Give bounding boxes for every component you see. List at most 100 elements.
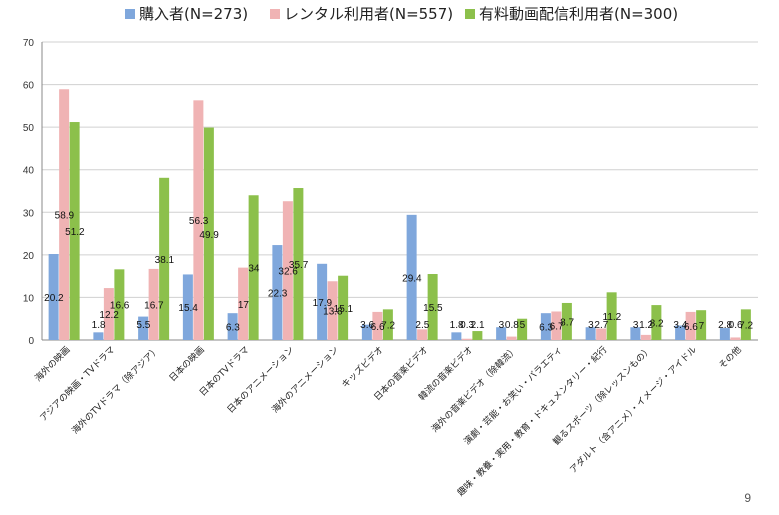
bars xyxy=(48,89,751,340)
data-label-2-8: 6.6 xyxy=(371,322,385,333)
legend-swatch-1 xyxy=(125,9,135,19)
y-tick-label: 0 xyxy=(28,336,34,347)
legend-label-3: 有料動画配信利用者(N=300) xyxy=(479,5,678,23)
data-label-1-3: 5.5 xyxy=(136,320,150,331)
legend: 購入者(N=273) レンタル利用者(N=557) 有料動画配信利用者(N=300) xyxy=(125,5,678,23)
category-label-11: 海外の音楽ビデオ（除韓流） xyxy=(429,344,520,435)
data-label-1-4: 15.4 xyxy=(178,303,198,314)
data-label-2-3: 16.7 xyxy=(144,300,164,311)
bar-3-16 xyxy=(740,309,751,340)
category-label-13: 趣味・教養・実用・教育・ドキュメンタリー・紀行 xyxy=(455,344,610,499)
bar-1-12 xyxy=(540,313,551,340)
bar-3-14 xyxy=(651,305,662,340)
y-tick-label: 70 xyxy=(23,38,35,49)
bar-3-15 xyxy=(696,310,707,340)
bar-3-3 xyxy=(159,177,170,340)
legend-label-1: 購入者(N=273) xyxy=(139,5,248,23)
category-label-1: 海外の映画 xyxy=(32,344,72,384)
bar-3-4 xyxy=(203,127,214,340)
bar-2-12 xyxy=(551,311,562,340)
data-label-1-2: 1.8 xyxy=(92,320,106,331)
bar-1-11 xyxy=(496,327,507,340)
data-label-2-6: 32.6 xyxy=(278,267,298,278)
data-label-1-15: 3.4 xyxy=(673,320,687,331)
data-label-2-11: 0.8 xyxy=(505,320,519,331)
bar-1-16 xyxy=(719,328,730,340)
bar-2-8 xyxy=(372,311,383,340)
bar-2-6 xyxy=(282,201,293,340)
data-label-2-15: 6.6 xyxy=(684,322,698,333)
data-label-3-3: 38.1 xyxy=(155,255,175,266)
data-label-3-12: 8.7 xyxy=(560,317,574,328)
data-label-1-16: 2.8 xyxy=(718,320,732,331)
data-label-2-13: 2.7 xyxy=(594,320,608,331)
data-label-1-9: 29.4 xyxy=(402,273,422,284)
bar-2-2 xyxy=(103,288,114,340)
bar-2-3 xyxy=(148,268,159,340)
bar-1-1 xyxy=(48,254,59,340)
data-label-2-14: 1.2 xyxy=(639,320,653,331)
y-tick-label: 40 xyxy=(23,166,35,177)
bar-1-6 xyxy=(272,245,283,340)
y-axis: 0 10 20 30 40 50 60 70 xyxy=(23,38,43,347)
bar-2-5 xyxy=(238,267,249,340)
data-label-3-14: 8.2 xyxy=(650,319,664,330)
bar-1-8 xyxy=(361,324,372,340)
data-label-1-10: 1.8 xyxy=(450,320,464,331)
y-tick-label: 30 xyxy=(23,208,35,219)
data-label-2-7: 13.8 xyxy=(323,307,343,318)
data-label-1-7: 17.9 xyxy=(313,298,333,309)
category-label-4: 日本の映画 xyxy=(166,344,206,384)
data-label-2-5: 17 xyxy=(238,300,250,311)
bar-1-13 xyxy=(585,327,596,340)
data-label-2-16: 0.6 xyxy=(729,320,743,331)
legend-swatch-3 xyxy=(465,9,475,19)
bar-1-10 xyxy=(451,332,462,340)
bar-1-2 xyxy=(93,332,104,340)
data-label-1-12: 6.3 xyxy=(539,323,553,334)
data-label-2-1: 58.9 xyxy=(55,211,75,222)
data-label-3-1: 51.2 xyxy=(65,227,85,238)
bar-2-1 xyxy=(59,89,70,340)
data-label-3-16: 7.2 xyxy=(739,321,753,332)
bar-3-9 xyxy=(427,274,438,340)
bar-1-9 xyxy=(406,214,417,340)
bar-2-4 xyxy=(193,100,204,340)
bar-3-12 xyxy=(561,302,572,340)
data-label-3-5: 34 xyxy=(248,264,260,275)
bar-3-6 xyxy=(293,188,304,340)
bar-2-10 xyxy=(461,338,472,340)
bar-2-9 xyxy=(417,329,428,340)
bar-3-13 xyxy=(606,292,617,340)
data-label-2-2: 12.2 xyxy=(99,310,119,321)
bar-3-2 xyxy=(114,269,125,340)
bar-1-4 xyxy=(182,274,193,340)
data-label-3-10: 2.1 xyxy=(471,320,485,331)
data-label-1-13: 3 xyxy=(588,320,594,331)
data-label-3-9: 15.5 xyxy=(423,303,443,314)
data-label-2-12: 6.7 xyxy=(550,322,564,333)
page-number: 9 xyxy=(744,491,751,505)
bar-2-15 xyxy=(685,311,696,340)
legend-label-2: レンタル利用者(N=557) xyxy=(284,5,453,23)
y-tick-label: 20 xyxy=(23,251,35,262)
data-label-1-8: 3.6 xyxy=(360,320,374,331)
bar-3-8 xyxy=(382,309,393,340)
legend-swatch-2 xyxy=(270,9,280,19)
data-label-3-11: 5 xyxy=(520,320,526,331)
data-label-1-1: 20.2 xyxy=(44,293,64,304)
y-tick-label: 10 xyxy=(23,293,35,304)
data-label-2-10: 0.3 xyxy=(460,320,474,331)
data-label-1-6: 22.3 xyxy=(268,289,288,300)
category-label-8: キッズビデオ xyxy=(339,344,386,391)
bar-1-3 xyxy=(138,316,149,340)
category-label-16: その他 xyxy=(716,344,744,372)
data-label-3-2: 16.6 xyxy=(110,301,130,312)
bar-2-7 xyxy=(327,281,338,340)
category-label-2: アジアの映画・TVドラマ xyxy=(37,344,117,424)
data-label-1-5: 6.3 xyxy=(226,323,240,334)
bar-2-14 xyxy=(640,334,651,340)
bar-1-5 xyxy=(227,313,238,340)
data-labels: 20.258.951.21.812.216.65.516.738.115.456… xyxy=(44,211,753,334)
